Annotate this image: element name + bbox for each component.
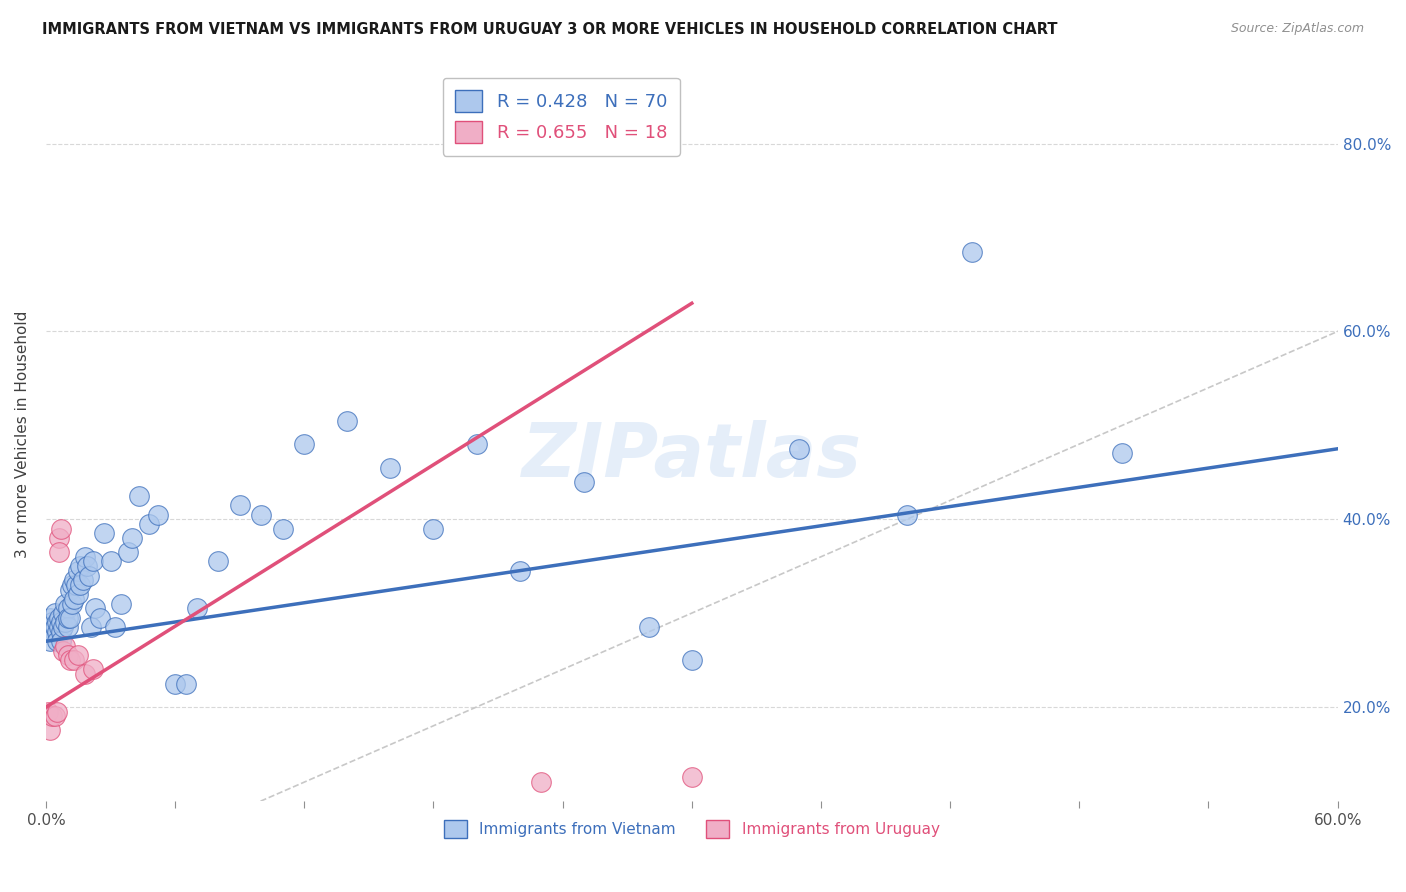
Point: [44, 620, 66, 634]
Text: ZIPatlas: ZIPatlas: [522, 420, 862, 493]
Point: [56, 611, 79, 625]
Point: [69, 578, 91, 592]
Point: [165, 676, 187, 690]
Point: [82, 662, 104, 676]
Point: [84, 601, 107, 615]
Point: [207, 554, 229, 568]
Legend: Immigrants from Vietnam, Immigrants from Uruguay: Immigrants from Vietnam, Immigrants from…: [437, 814, 946, 845]
Point: [73, 549, 96, 564]
Point: [45, 624, 67, 639]
Point: [52, 606, 75, 620]
Point: [39, 611, 62, 625]
Point: [117, 545, 139, 559]
Y-axis label: 3 or more Vehicles in Household: 3 or more Vehicles in Household: [15, 311, 30, 558]
Point: [1111, 446, 1133, 460]
Point: [44, 709, 66, 723]
Point: [77, 568, 100, 582]
Point: [104, 620, 127, 634]
Point: [292, 437, 315, 451]
Point: [37, 705, 59, 719]
Point: [39, 634, 62, 648]
Point: [380, 460, 402, 475]
Text: IMMIGRANTS FROM VIETNAM VS IMMIGRANTS FROM URUGUAY 3 OR MORE VEHICLES IN HOUSEHO: IMMIGRANTS FROM VIETNAM VS IMMIGRANTS FR…: [42, 22, 1057, 37]
Point: [65, 578, 87, 592]
Point: [49, 624, 72, 639]
Point: [121, 531, 143, 545]
Point: [63, 653, 86, 667]
Point: [45, 615, 67, 630]
Point: [146, 508, 169, 522]
Point: [56, 648, 79, 663]
Point: [93, 526, 115, 541]
Point: [60, 578, 83, 592]
Point: [45, 634, 67, 648]
Point: [48, 531, 70, 545]
Point: [465, 437, 488, 451]
Point: [73, 667, 96, 681]
Point: [63, 573, 86, 587]
Point: [138, 516, 160, 531]
Point: [80, 620, 103, 634]
Point: [41, 624, 63, 639]
Point: [82, 554, 104, 568]
Point: [59, 582, 82, 597]
Point: [37, 620, 59, 634]
Point: [48, 620, 70, 634]
Point: [336, 414, 359, 428]
Point: [89, 611, 111, 625]
Point: [39, 723, 62, 738]
Point: [228, 498, 250, 512]
Point: [572, 475, 595, 489]
Point: [76, 559, 98, 574]
Point: [789, 442, 811, 456]
Point: [53, 615, 76, 630]
Point: [41, 615, 63, 630]
Point: [100, 554, 122, 568]
Point: [53, 639, 76, 653]
Point: [174, 676, 197, 690]
Point: [186, 601, 208, 615]
Point: [896, 508, 918, 522]
Point: [53, 597, 76, 611]
Point: [67, 564, 90, 578]
Point: [63, 592, 86, 607]
Point: [637, 620, 659, 634]
Point: [67, 587, 90, 601]
Point: [60, 597, 83, 611]
Point: [110, 597, 132, 611]
Point: [41, 709, 63, 723]
Point: [56, 620, 79, 634]
Point: [52, 643, 75, 657]
Text: Source: ZipAtlas.com: Source: ZipAtlas.com: [1230, 22, 1364, 36]
Point: [681, 771, 703, 785]
Point: [45, 705, 67, 719]
Point: [681, 653, 703, 667]
Point: [422, 522, 444, 536]
Point: [56, 601, 79, 615]
Point: [69, 559, 91, 574]
Point: [49, 634, 72, 648]
Point: [44, 606, 66, 620]
Point: [271, 522, 294, 536]
Point: [72, 573, 94, 587]
Point: [59, 653, 82, 667]
Point: [49, 522, 72, 536]
Point: [48, 611, 70, 625]
Point: [48, 545, 70, 559]
Point: [960, 244, 983, 259]
Point: [509, 564, 531, 578]
Point: [59, 611, 82, 625]
Point: [250, 508, 273, 522]
Point: [128, 489, 150, 503]
Point: [530, 775, 553, 789]
Point: [49, 615, 72, 630]
Point: [67, 648, 90, 663]
Point: [52, 620, 75, 634]
